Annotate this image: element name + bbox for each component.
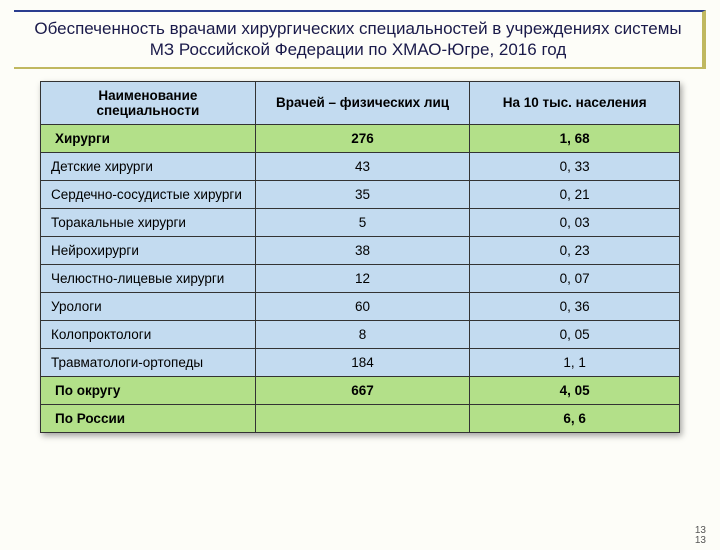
cell-count: 60 — [255, 292, 470, 320]
table-row: Травматологи-ортопеды 184 1, 1 — [41, 348, 680, 376]
cell-count: 667 — [255, 376, 470, 404]
table-row: Нейрохирурги 38 0, 23 — [41, 236, 680, 264]
cell-name: Челюстно-лицевые хирурги — [41, 264, 256, 292]
cell-per10k: 0, 07 — [470, 264, 680, 292]
cell-per10k: 1, 1 — [470, 348, 680, 376]
col-header-count: Врачей – физических лиц — [255, 81, 470, 124]
cell-per10k: 0, 36 — [470, 292, 680, 320]
cell-name: Колопроктологи — [41, 320, 256, 348]
cell-count: 5 — [255, 208, 470, 236]
cell-per10k: 0, 33 — [470, 152, 680, 180]
table-row: Челюстно-лицевые хирурги 12 0, 07 — [41, 264, 680, 292]
table-header-row: Наименование специальности Врачей – физи… — [41, 81, 680, 124]
table-row: По округу 667 4, 05 — [41, 376, 680, 404]
cell-count: 12 — [255, 264, 470, 292]
cell-per10k: 1, 68 — [470, 124, 680, 152]
cell-per10k: 0, 05 — [470, 320, 680, 348]
slide-title: Обеспеченность врачами хирургических спе… — [22, 18, 694, 61]
table-row: Урологи 60 0, 36 — [41, 292, 680, 320]
cell-count: 8 — [255, 320, 470, 348]
page-number-b: 13 — [695, 535, 706, 546]
table-row: Торакальные хирурги 5 0, 03 — [41, 208, 680, 236]
cell-name: По округу — [41, 376, 256, 404]
cell-per10k: 4, 05 — [470, 376, 680, 404]
col-header-per10k: На 10 тыс. населения — [470, 81, 680, 124]
cell-per10k: 0, 21 — [470, 180, 680, 208]
page-number: 13 13 — [695, 526, 706, 546]
cell-name: Урологи — [41, 292, 256, 320]
cell-per10k: 6, 6 — [470, 404, 680, 432]
table-row: Детские хирурги 43 0, 33 — [41, 152, 680, 180]
cell-per10k: 0, 23 — [470, 236, 680, 264]
cell-count: 43 — [255, 152, 470, 180]
surgeons-table: Наименование специальности Врачей – физи… — [40, 81, 680, 433]
slide-title-box: Обеспеченность врачами хирургических спе… — [14, 10, 706, 69]
cell-count: 35 — [255, 180, 470, 208]
table-row: По России 6, 6 — [41, 404, 680, 432]
cell-name: Хирурги — [41, 124, 256, 152]
table-row: Колопроктологи 8 0, 05 — [41, 320, 680, 348]
col-header-specialty: Наименование специальности — [41, 81, 256, 124]
cell-count — [255, 404, 470, 432]
cell-name: Торакальные хирурги — [41, 208, 256, 236]
cell-per10k: 0, 03 — [470, 208, 680, 236]
cell-name: Нейрохирурги — [41, 236, 256, 264]
cell-name: Травматологи-ортопеды — [41, 348, 256, 376]
cell-name: По России — [41, 404, 256, 432]
cell-count: 276 — [255, 124, 470, 152]
table-row: Сердечно-сосудистые хирурги 35 0, 21 — [41, 180, 680, 208]
cell-count: 38 — [255, 236, 470, 264]
table-row: Хирурги 276 1, 68 — [41, 124, 680, 152]
cell-name: Сердечно-сосудистые хирурги — [41, 180, 256, 208]
cell-count: 184 — [255, 348, 470, 376]
cell-name: Детские хирурги — [41, 152, 256, 180]
